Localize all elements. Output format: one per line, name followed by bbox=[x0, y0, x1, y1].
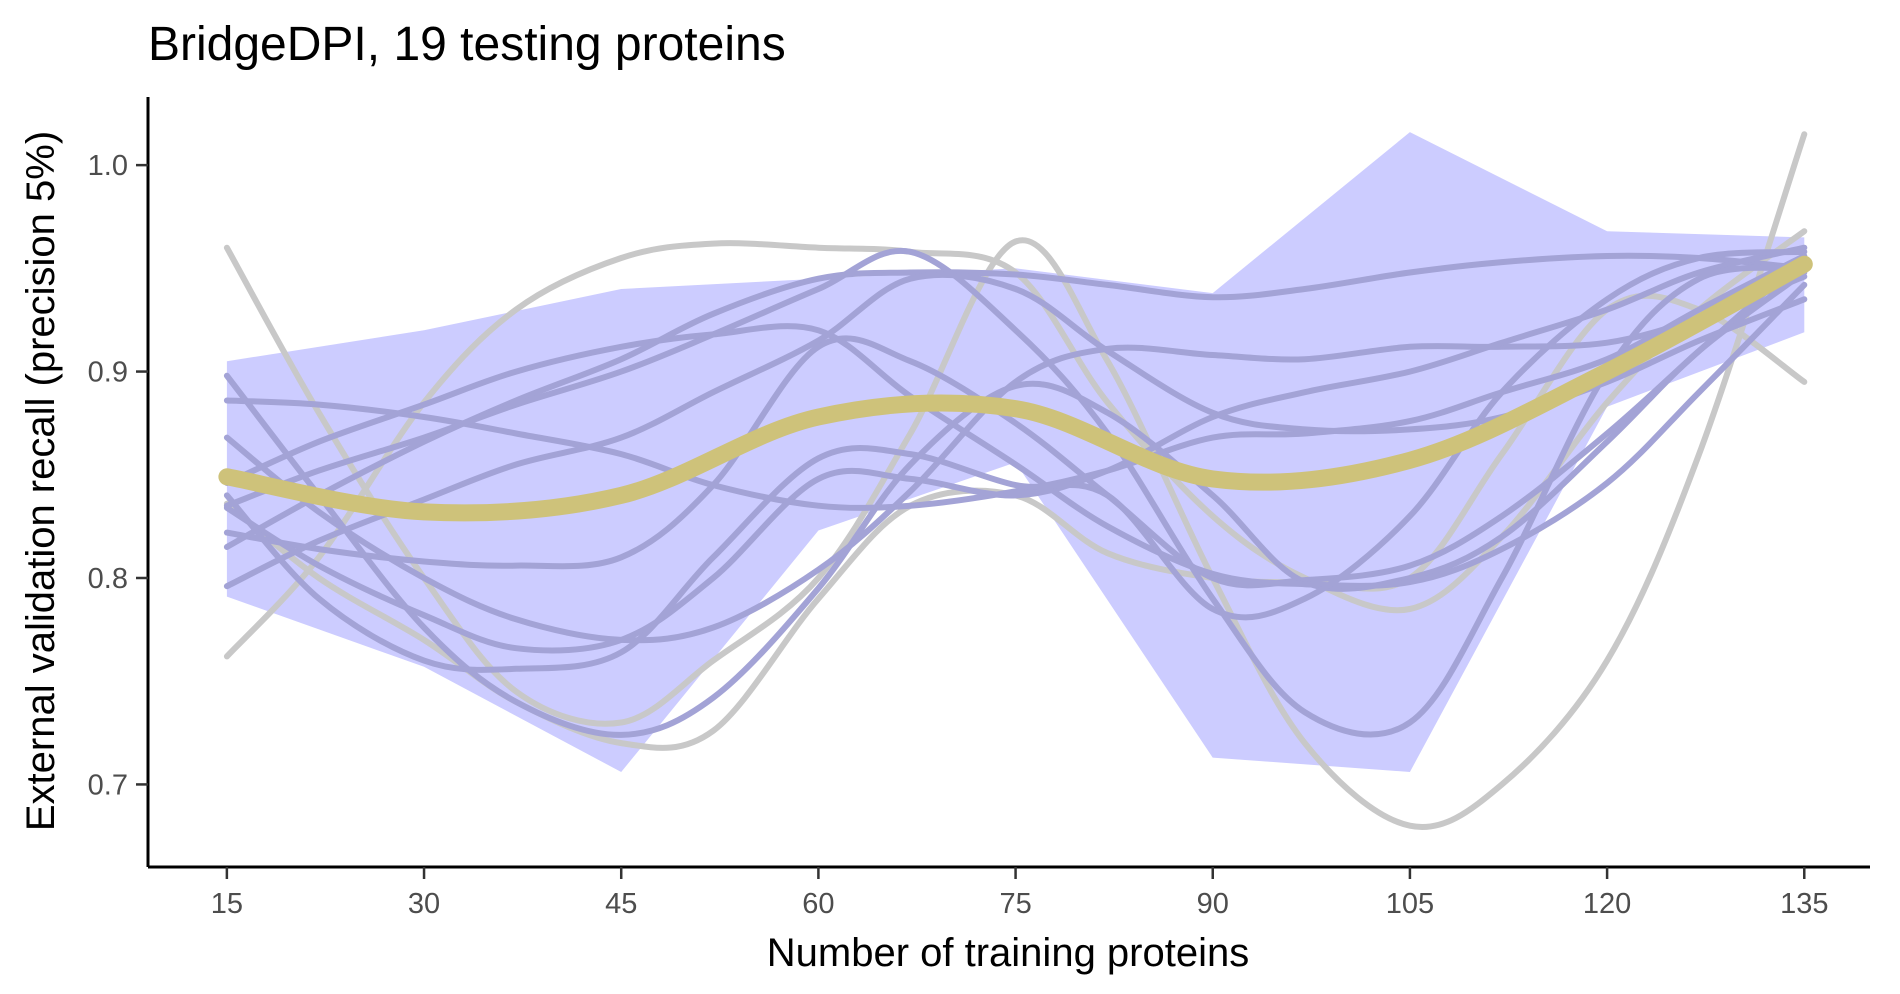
mean-curve bbox=[218, 255, 1813, 522]
individual-curves bbox=[223, 131, 1808, 830]
y-tick-label: 0.8 bbox=[88, 563, 128, 595]
mean-line bbox=[218, 255, 1813, 522]
individual-curve-9 bbox=[223, 248, 1808, 673]
y-axis-title: External validation recall (precision 5%… bbox=[19, 131, 63, 831]
x-tick-label: 30 bbox=[408, 888, 440, 920]
x-tick-label: 75 bbox=[999, 888, 1031, 920]
y-tick-label: 0.9 bbox=[88, 357, 128, 389]
x-tick-label: 90 bbox=[1197, 888, 1229, 920]
individual-curve-8 bbox=[223, 244, 1808, 654]
chart-title: BridgeDPI, 19 testing proteins bbox=[148, 18, 786, 71]
plot-area bbox=[218, 131, 1813, 830]
x-tick-label: 45 bbox=[605, 888, 637, 920]
y-axis-ticks: 0.7 0.8 0.9 1.0 bbox=[88, 150, 148, 801]
y-tick-label: 1.0 bbox=[88, 150, 128, 182]
individual-curve-2 bbox=[223, 253, 1808, 511]
x-tick-label: 105 bbox=[1386, 888, 1434, 920]
x-tick-label: 135 bbox=[1780, 888, 1828, 920]
individual-curve-11 bbox=[223, 131, 1808, 830]
x-tick-label: 120 bbox=[1583, 888, 1631, 920]
x-tick-label: 60 bbox=[802, 888, 834, 920]
y-tick-label: 0.7 bbox=[88, 769, 128, 801]
individual-curve-5 bbox=[223, 281, 1808, 589]
x-axis-ticks: 15 30 45 60 75 90 105 120 135 bbox=[211, 867, 1828, 920]
x-axis-title: Number of training proteins bbox=[767, 931, 1249, 975]
x-tick-label: 15 bbox=[211, 888, 243, 920]
individual-curve-10 bbox=[223, 247, 1808, 738]
